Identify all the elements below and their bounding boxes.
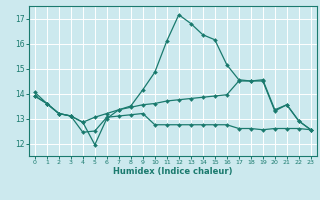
X-axis label: Humidex (Indice chaleur): Humidex (Indice chaleur): [113, 167, 233, 176]
